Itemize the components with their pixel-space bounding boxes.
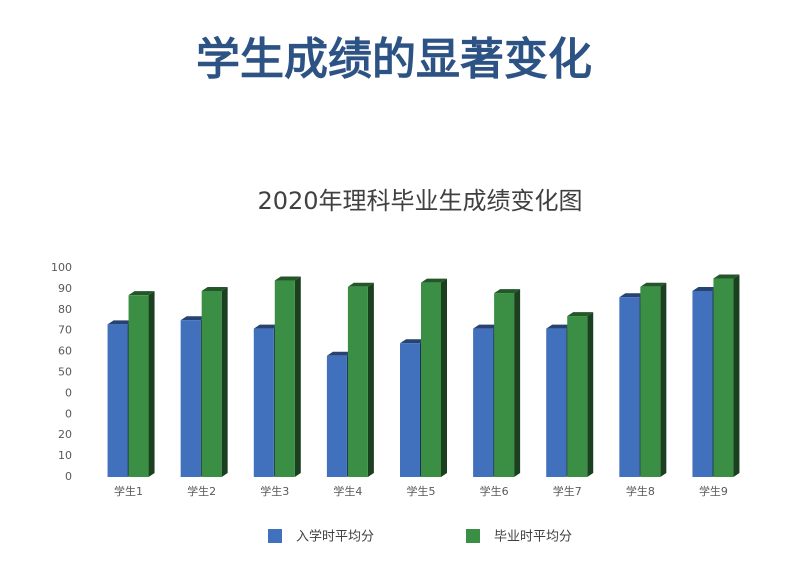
y-tick-label: 80	[58, 303, 72, 316]
bar-front	[180, 320, 201, 477]
bar-front	[128, 295, 149, 477]
y-tick-label: 0	[65, 407, 72, 420]
chart-title: 2020年理科毕业生成绩变化图	[257, 187, 582, 215]
x-tick-label: 学生6	[480, 484, 509, 498]
bar	[347, 282, 374, 477]
bar-top	[180, 316, 207, 321]
bar-side	[221, 286, 228, 477]
y-tick-label: 90	[58, 282, 72, 295]
x-tick-label: 学生9	[699, 484, 728, 498]
page-title: 学生成绩的显著变化	[196, 34, 592, 85]
legend-swatch	[268, 529, 282, 543]
bar-front	[400, 343, 420, 477]
y-tick-label: 10	[58, 449, 72, 462]
bar	[640, 282, 667, 477]
legend-label: 入学时平均分	[296, 529, 374, 545]
y-tick-label: 60	[58, 345, 72, 358]
bar-top	[201, 286, 228, 291]
bar-side	[733, 274, 740, 477]
bar-side	[294, 276, 301, 477]
bar-front	[421, 282, 441, 477]
bar-front	[326, 355, 347, 477]
bar	[128, 291, 155, 477]
bar-front	[473, 328, 494, 477]
bar-top	[107, 320, 134, 325]
bar	[421, 278, 447, 477]
y-tick-label: 0	[65, 470, 72, 483]
x-tick-label: 学生8	[626, 484, 655, 498]
bar-side	[587, 312, 594, 477]
bar-front	[640, 286, 661, 477]
bar-front	[274, 280, 295, 477]
bar-top	[692, 286, 719, 291]
x-tick-label: 学生5	[407, 484, 436, 498]
bar-side	[514, 289, 521, 477]
bar-top	[128, 291, 155, 296]
bar	[494, 289, 521, 477]
bar-front	[546, 328, 567, 477]
x-tick-label: 学生3	[260, 484, 289, 498]
bar-top	[713, 274, 740, 279]
x-tick-label: 学生7	[553, 484, 582, 498]
bar-top	[546, 324, 573, 329]
legend-label: 毕业时平均分	[494, 530, 572, 545]
bar-top	[619, 293, 646, 298]
bar-front	[494, 293, 515, 477]
x-tick-label: 学生4	[333, 484, 362, 498]
x-tick-label: 学生2	[187, 484, 216, 498]
bar-front	[619, 297, 640, 477]
legend-swatch	[466, 529, 480, 543]
y-tick-label: 20	[58, 428, 72, 441]
bar-top	[473, 324, 500, 329]
y-tick-label: 100	[51, 261, 72, 274]
bar-top	[494, 289, 521, 294]
bar-front	[567, 316, 588, 477]
bar-top	[326, 351, 353, 356]
bar	[274, 276, 301, 477]
bar	[713, 274, 740, 477]
bar-front	[201, 290, 222, 477]
bar-side	[367, 282, 374, 477]
bar-front	[713, 278, 734, 477]
bar-front	[347, 286, 368, 477]
bar-front	[692, 290, 713, 477]
bar-top	[274, 276, 301, 281]
bar	[201, 286, 228, 477]
bar-top	[567, 312, 594, 317]
y-tick-label: 70	[58, 324, 72, 337]
bar-top	[347, 282, 374, 287]
bar-top	[421, 278, 447, 283]
bar-top	[400, 339, 426, 344]
y-tick-label: 0	[65, 386, 72, 399]
bar-front	[107, 324, 128, 477]
bar-top	[253, 324, 280, 329]
bar-side	[660, 282, 667, 477]
x-tick-label: 学生1	[114, 484, 143, 498]
bar-top	[640, 282, 667, 287]
bar-side	[441, 278, 447, 477]
bar	[567, 312, 594, 477]
y-tick-label: 50	[58, 366, 72, 379]
bar-front	[253, 328, 274, 477]
bar-side	[148, 291, 155, 477]
